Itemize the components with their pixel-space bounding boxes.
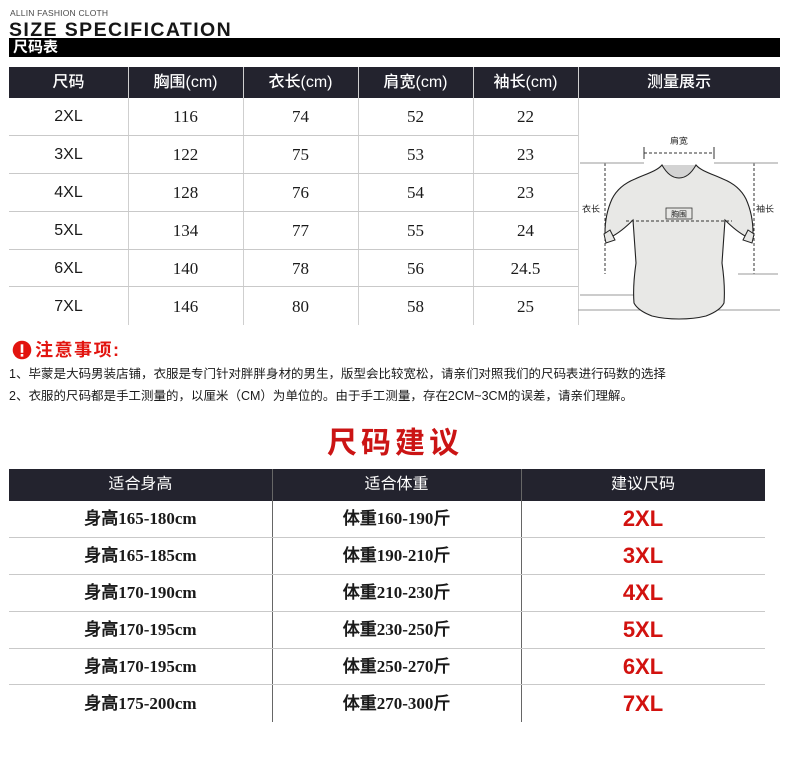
svg-text:胸围: 胸围	[671, 209, 687, 220]
svg-text:袖长: 袖长	[756, 202, 774, 215]
svg-text:衣长: 衣长	[582, 202, 600, 215]
svg-text:肩宽: 肩宽	[670, 134, 688, 147]
